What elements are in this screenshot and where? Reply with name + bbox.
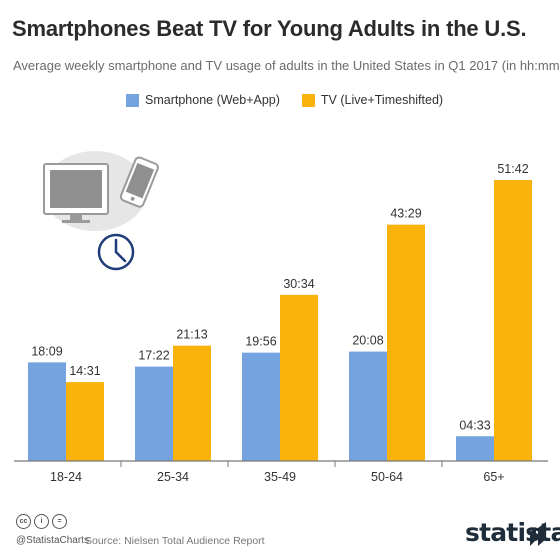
data-label-tv-18-24: 14:31 (69, 364, 100, 378)
statista-logo-mark (530, 522, 546, 546)
bar-smartphone-50-64 (349, 351, 387, 461)
tv-icon (43, 163, 109, 223)
bar-smartphone-18-24 (28, 362, 66, 461)
bar-tv-50-64 (387, 224, 425, 461)
x-tick-label-50-64: 50-64 (371, 470, 403, 484)
chart-title: Smartphones Beat TV for Young Adults in … (12, 16, 527, 41)
legend-item-tv: TV (Live+Timeshifted) (301, 93, 444, 107)
legend-item-smartphone: Smartphone (Web+App) (126, 93, 280, 107)
clock-icon (97, 233, 135, 271)
bar-smartphone-25-34 (135, 366, 173, 461)
x-tick-label-65+: 65+ (483, 470, 504, 484)
x-axis-ticks: 18-24 25-34 35-49 50-64 65+ (50, 461, 505, 484)
data-label-tv-65+: 51:42 (497, 162, 528, 176)
chart-subtitle: Average weekly smartphone and TV usage o… (13, 58, 560, 73)
attribution-icon: i (34, 514, 49, 529)
data-label-tv-25-34: 21:13 (176, 328, 207, 342)
devices-illustration (43, 151, 159, 271)
data-label-smartphone-25-34: 17:22 (138, 349, 169, 363)
bar-tv-25-34 (173, 345, 211, 461)
smartphone-icon (119, 156, 159, 208)
x-tick-label-18-24: 18-24 (50, 470, 82, 484)
data-label-smartphone-50-64: 20:08 (352, 334, 383, 348)
legend-label-tv: TV (Live+Timeshifted) (320, 93, 444, 107)
no-derivatives-icon: = (52, 514, 67, 529)
license-icons: cc i = (16, 514, 70, 529)
cc-icon: cc (16, 514, 31, 529)
data-label-tv-35-49: 30:34 (283, 277, 314, 291)
bar-chart: 18:09 14:31 17:22 21:13 19:56 30:34 20:08 43:29… (14, 151, 548, 484)
legend-swatch-smartphone (126, 93, 139, 107)
data-label-smartphone-18-24: 18:09 (31, 344, 62, 358)
source-note: Source: Nielsen Total Audience Report (85, 535, 265, 547)
x-tick-label-25-34: 25-34 (157, 470, 189, 484)
bar-tv-18-24 (66, 382, 104, 461)
legend-swatch-tv (301, 93, 315, 107)
data-label-tv-50-64: 43:29 (390, 207, 421, 221)
data-label-smartphone-35-49: 19:56 (245, 335, 276, 349)
twitter-handle: @StatistaCharts (16, 535, 89, 546)
legend: Smartphone (Web+App) TV (Live+Timeshifte… (126, 90, 465, 110)
bars-layer: 18:09 14:31 17:22 21:13 19:56 30:34 20:08 43:29… (28, 162, 532, 461)
footer: cc i = @StatistaCharts Source: Nielsen T… (12, 514, 560, 554)
bar-smartphone-65+ (456, 436, 494, 461)
legend-label-smartphone: Smartphone (Web+App) (145, 93, 280, 107)
x-tick-label-35-49: 35-49 (264, 470, 296, 484)
data-label-smartphone-65+: 04:33 (459, 418, 490, 432)
bar-tv-35-49 (280, 294, 318, 461)
bar-tv-65+ (494, 180, 532, 461)
bar-smartphone-35-49 (242, 352, 280, 461)
